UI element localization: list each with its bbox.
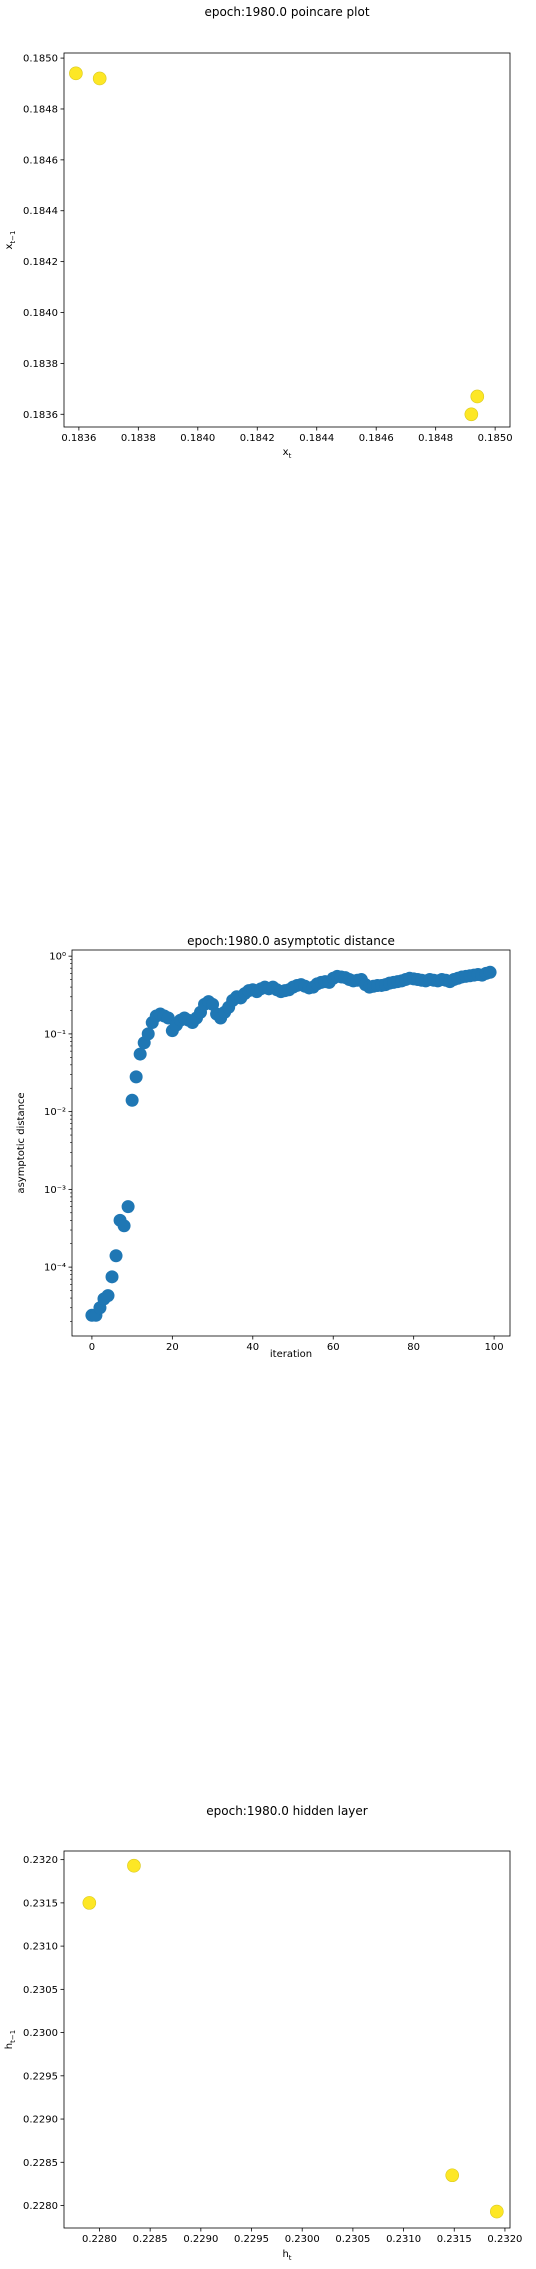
y-tick-label: 10⁻⁴ — [44, 1263, 66, 1274]
y-axis-label: asymptotic distance — [16, 1092, 27, 1193]
data-point — [483, 965, 497, 979]
x-tick-label: 0.1842 — [240, 433, 275, 444]
y-tick-label: 10⁻³ — [44, 1185, 66, 1196]
chart-title: epoch:1980.0 poincare plot — [204, 5, 369, 19]
x-tick-label: 0.2320 — [487, 2234, 522, 2245]
x-tick-label: 60 — [327, 1342, 340, 1353]
data-point — [206, 997, 220, 1011]
y-axis-label: ht−1 — [4, 2030, 17, 2049]
x-axis-label: ht — [282, 2249, 291, 2262]
data-point — [470, 389, 485, 404]
y-tick-label: 0.1850 — [23, 54, 58, 65]
data-point — [464, 407, 479, 422]
data-point — [445, 2168, 460, 2183]
x-tick-label: 100 — [485, 1342, 504, 1353]
x-tick-label: 0.1844 — [299, 433, 334, 444]
data-point — [125, 1093, 139, 1107]
x-axis-label: xt — [283, 447, 292, 460]
plot-frame — [63, 52, 511, 428]
x-tick-label: 20 — [166, 1342, 179, 1353]
x-tick-label: 0 — [89, 1342, 95, 1353]
data-point — [105, 1270, 119, 1284]
data-point — [127, 1858, 141, 1873]
y-tick-label: 0.2300 — [23, 2028, 58, 2039]
y-tick-label: 0.2315 — [23, 1898, 58, 1909]
x-tick-label: 0.2310 — [386, 2234, 421, 2245]
y-tick-label: 0.1844 — [23, 206, 58, 217]
y-tick-label: 0.1842 — [23, 257, 58, 268]
chart-2: epoch:1980.0 asymptotic distance 0 20 40 60 8… — [16, 934, 511, 1360]
y-tick-label: 0.1848 — [23, 104, 58, 115]
chart-1: epoch:1980.0 poincare plot 0.1836 0.1838 0.… — [4, 5, 513, 460]
x-tick-label: 0.1846 — [359, 433, 394, 444]
y-tick-label: 10⁰ — [49, 952, 66, 963]
y-tick-label: 0.1840 — [23, 308, 58, 319]
data-point — [133, 1047, 147, 1061]
x-tick-label: 0.2280 — [82, 2234, 117, 2245]
y-tick-label: 0.2280 — [23, 2201, 58, 2212]
x-tick-label: 0.1848 — [418, 433, 453, 444]
data-point — [101, 1289, 115, 1303]
data-point — [117, 1219, 131, 1233]
y-tick-label: 0.1836 — [23, 410, 58, 421]
y-tick-label: 0.2295 — [23, 2071, 58, 2082]
x-tick-label: 0.1838 — [121, 433, 156, 444]
x-tick-label: 0.2305 — [335, 2234, 370, 2245]
data-point — [82, 1896, 97, 1910]
plot-frame — [63, 1850, 511, 2229]
data-point — [141, 1027, 155, 1041]
chart-3: epoch:1980.0 hidden layer 0.2280 0.2285 0.2… — [4, 1804, 522, 2262]
x-tick-label: 0.2290 — [183, 2234, 218, 2245]
data-point — [69, 66, 83, 81]
chart-title: epoch:1980.0 hidden layer — [206, 1804, 368, 1818]
x-axis-label: iteration — [270, 1349, 312, 1360]
x-tick-label: 0.2295 — [234, 2234, 269, 2245]
data-point — [109, 1249, 123, 1263]
data-point — [129, 1070, 143, 1084]
y-tick-label: 0.1838 — [23, 359, 58, 370]
x-tick-label: 0.1850 — [478, 433, 513, 444]
y-tick-label: 0.2285 — [23, 2158, 58, 2169]
data-point — [490, 2204, 504, 2219]
x-tick-label: 0.1840 — [180, 433, 215, 444]
x-tick-label: 0.2315 — [437, 2234, 472, 2245]
y-tick-label: 0.2290 — [23, 2115, 58, 2126]
data-point — [92, 71, 107, 86]
plot-frame — [71, 949, 511, 1337]
y-tick-label: 10⁻¹ — [44, 1029, 66, 1040]
y-tick-label: 0.2320 — [23, 1855, 58, 1866]
y-axis-label: xt−1 — [4, 231, 17, 250]
chart-title: epoch:1980.0 asymptotic distance — [187, 934, 395, 948]
y-tick-label: 0.1846 — [23, 155, 58, 166]
x-tick-label: 40 — [246, 1342, 259, 1353]
y-tick-label: 10⁻² — [44, 1107, 66, 1118]
data-point — [121, 1200, 135, 1214]
y-tick-label: 0.2310 — [23, 1942, 58, 1953]
x-tick-label: 0.2285 — [133, 2234, 168, 2245]
x-tick-label: 0.2300 — [285, 2234, 320, 2245]
y-tick-label: 0.2305 — [23, 1985, 58, 1996]
x-tick-label: 80 — [407, 1342, 420, 1353]
x-tick-label: 0.1836 — [61, 433, 96, 444]
